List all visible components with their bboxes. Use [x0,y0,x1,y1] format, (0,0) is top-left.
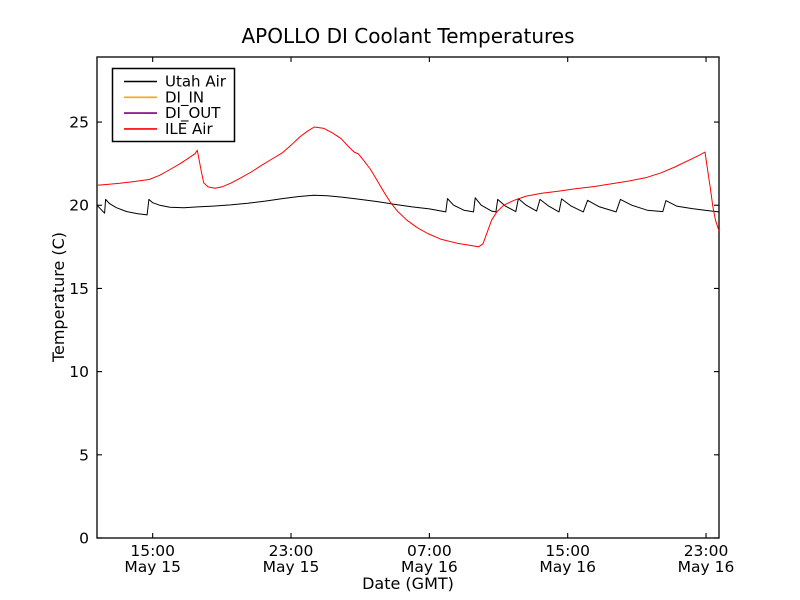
y-tick-label: 0 [79,530,89,548]
plot-border [96,56,720,539]
legend-label: DI_OUT [165,104,221,123]
legend-box [111,67,236,143]
y-tick-label: 5 [79,446,89,464]
axis-ticks [97,57,719,539]
y-axis-label: Temperature (C) [49,232,68,363]
x-tick-label-date: May 16 [678,558,735,576]
legend-label: ILE Air [165,120,213,138]
x-tick-label-date: May 15 [263,558,320,576]
y-tick-label: 20 [69,197,89,215]
x-tick-label-time: 07:00 [407,542,452,560]
series-line-ile-air [96,126,720,248]
x-tick-label-time: 23:00 [684,542,729,560]
legend-label: DI_IN [165,88,204,107]
x-tick-label-time: 15:00 [130,542,175,560]
x-tick-label-date: May 16 [401,558,458,576]
legend-label: Utah Air [165,73,227,91]
x-tick-label-time: 15:00 [545,542,590,560]
chart-title: APOLLO DI Coolant Temperatures [241,24,574,48]
x-tick-label-date: May 16 [539,558,596,576]
x-tick-label-time: 23:00 [269,542,314,560]
x-tick-label-date: May 15 [124,558,181,576]
series-line-utah-air [96,194,720,216]
series-lines [96,126,720,248]
y-tick-label: 15 [69,280,89,298]
y-tick-label: 25 [69,114,89,132]
x-axis-label: Date (GMT) [362,574,454,593]
y-tick-label: 10 [69,363,89,381]
